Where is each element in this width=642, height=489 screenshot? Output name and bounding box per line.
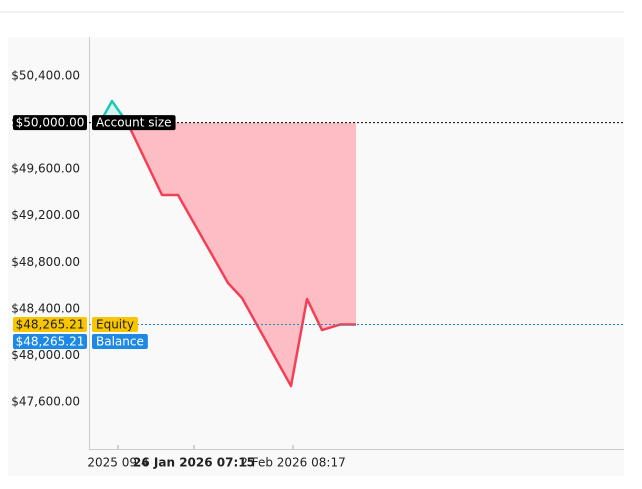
y-tick-label: $49,200.00 [11,208,80,222]
x-tick-label: 2025 09:4 [87,456,148,470]
value-tag [13,317,87,333]
y-tick-label: $48,000.00 [11,348,80,362]
y-tick-label: $48,800.00 [11,255,80,269]
value-tag-label: $48,265.21 [16,335,85,349]
y-tick-label: $47,600.00 [11,394,80,408]
level-tag [92,334,148,350]
value-tag [13,334,87,350]
x-tick-label: 26 Jan 2026 07:15 [133,456,255,470]
value-tag [13,115,87,131]
y-tick-label: $48,400.00 [11,301,80,315]
level-tag-label: Account size [96,116,172,130]
area-below [100,122,356,387]
x-tick-label: 2 Feb 2026 08:17 [240,456,345,470]
level-tag [92,317,138,333]
value-tag-label: $50,000.00 [16,116,85,130]
level-tag-label: Equity [96,318,134,332]
level-tag-label: Balance [96,335,144,349]
y-tick-label: $49,600.00 [11,162,80,176]
level-tag [92,115,176,131]
y-tick-label: $50,400.00 [11,68,80,82]
line-below [99,122,356,388]
value-tag-label: $48,265.21 [16,318,85,332]
